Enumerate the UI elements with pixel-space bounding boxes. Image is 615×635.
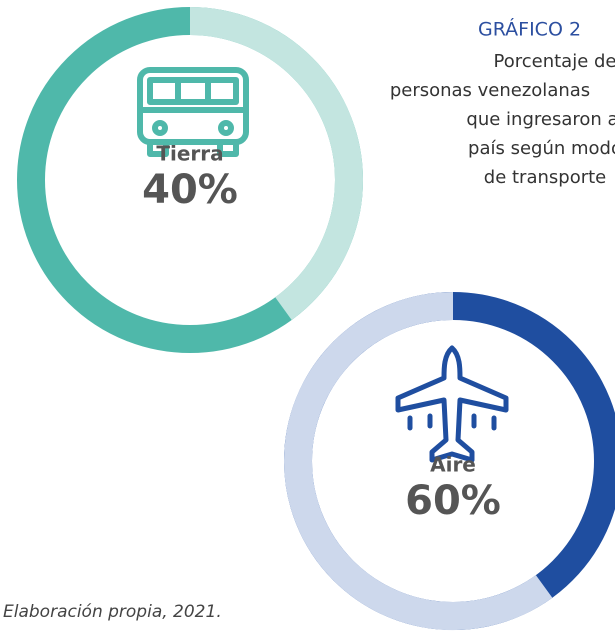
plane-icon: [395, 345, 509, 463]
donut-segment: [284, 292, 553, 630]
subtitle-line: de transporte: [484, 167, 606, 188]
subtitle-line: personas venezolanas: [390, 80, 590, 101]
subtitle: Porcentaje de personas venezolanas que ing…: [390, 51, 615, 188]
source: Elaboración propia, 2021.: [3, 602, 222, 622]
subtitle-line: país según modo: [468, 138, 615, 159]
donut-label: Tierra: [156, 142, 223, 166]
donut-segment: [189, 7, 363, 320]
value-label: 40%: [142, 167, 238, 213]
subtitle-line: Porcentaje de: [494, 51, 615, 72]
donut-label: Aire: [430, 453, 476, 477]
bus-icon: [137, 67, 249, 157]
value-label: 60%: [405, 478, 501, 524]
chart-title: GRÁFICO 2: [478, 18, 581, 41]
subtitle-line: que ingresaron al: [466, 109, 615, 130]
